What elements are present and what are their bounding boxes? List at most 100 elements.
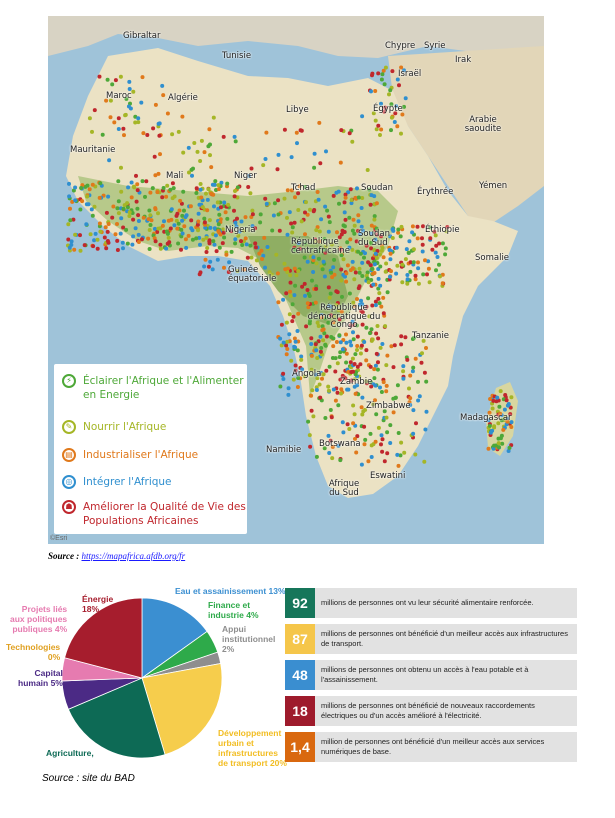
project-dot: [382, 82, 387, 87]
project-dot: [314, 348, 319, 353]
project-dot: [383, 269, 388, 274]
project-dot: [293, 368, 298, 373]
project-dot: [440, 241, 445, 246]
project-dot: [153, 102, 158, 107]
project-dot: [118, 231, 123, 236]
pie-label-line: Technologies: [6, 642, 61, 652]
legend-item-food: ✎ Nourrir l'Afrique: [62, 420, 248, 434]
project-dot: [232, 208, 236, 213]
project-dot: [134, 173, 138, 178]
project-dot: [170, 132, 175, 137]
project-dot: [208, 153, 212, 158]
project-dot: [297, 247, 302, 251]
project-dot: [323, 244, 328, 249]
project-dot: [146, 236, 151, 241]
project-dot: [98, 229, 103, 234]
project-dot: [317, 120, 322, 125]
project-dot: [374, 331, 379, 336]
project-dot: [293, 195, 297, 200]
people-icon: ☗: [62, 500, 76, 514]
project-dot: [423, 427, 428, 432]
project-dot: [328, 313, 333, 318]
project-dot: [496, 441, 501, 446]
project-dot: [372, 194, 377, 199]
project-dot: [416, 281, 421, 286]
project-dot: [147, 228, 152, 232]
project-dot: [297, 184, 302, 189]
project-dot: [202, 264, 207, 269]
stat-number: 48: [285, 660, 315, 690]
project-dot: [373, 398, 377, 403]
project-dot: [344, 360, 349, 365]
project-dot: [104, 246, 109, 251]
country-label: Chypre: [385, 41, 416, 51]
project-dot: [371, 111, 376, 116]
stat-row: 87 millions de personnes ont bénéficié d'…: [285, 624, 577, 654]
project-dot: [437, 241, 442, 246]
stat-row: 92 millions de personnes ont vu leur sécu…: [285, 588, 577, 618]
project-dot: [72, 247, 77, 252]
project-dot: [379, 101, 383, 106]
project-dot: [140, 237, 144, 242]
project-dot: [151, 126, 156, 131]
project-dot: [399, 334, 404, 339]
project-dot: [407, 239, 412, 244]
project-dot: [267, 270, 272, 275]
project-dot: [338, 160, 343, 165]
project-dot: [278, 336, 283, 341]
project-dot: [131, 217, 136, 222]
project-dot: [226, 202, 231, 207]
project-dot: [379, 433, 384, 438]
project-dot: [505, 419, 510, 424]
project-dot: [487, 423, 492, 428]
project-dot: [202, 150, 207, 155]
project-dot: [84, 202, 89, 207]
project-dot: [249, 255, 254, 260]
project-dot: [434, 243, 439, 248]
project-dot: [291, 377, 296, 382]
project-dot: [335, 390, 340, 395]
project-dot: [318, 334, 323, 339]
project-dot: [365, 168, 370, 172]
project-dot: [374, 255, 379, 260]
project-dot: [378, 345, 383, 350]
project-dot: [327, 451, 332, 455]
project-dot: [354, 239, 359, 244]
project-dot: [113, 232, 118, 237]
project-dot: [240, 243, 245, 247]
project-dot: [135, 182, 140, 187]
project-dot: [327, 220, 332, 225]
project-dot: [194, 236, 199, 241]
project-dot: [260, 257, 264, 261]
stat-text: million de personnes ont bénéficié d'un …: [321, 737, 545, 756]
project-dot: [287, 312, 292, 317]
source-link[interactable]: https://mapafrica.afdb.org/fr: [81, 551, 186, 561]
project-dot: [410, 369, 415, 374]
project-dot: [385, 451, 390, 456]
project-dot: [339, 309, 344, 314]
pie-label-energie: Énergie 18%: [82, 594, 113, 614]
project-dot: [285, 188, 290, 193]
project-dot: [216, 222, 221, 227]
project-dot: [205, 197, 210, 202]
project-dot: [408, 260, 413, 265]
project-dot: [119, 165, 123, 170]
project-dot: [398, 234, 403, 239]
country-label: République centrafricaine: [291, 237, 351, 256]
project-dot: [265, 245, 270, 249]
project-dot: [363, 251, 367, 256]
project-dot: [309, 393, 314, 398]
project-dot: [73, 185, 78, 190]
project-dot: [147, 247, 152, 251]
project-dot: [376, 286, 381, 291]
project-dot: [284, 343, 289, 348]
project-dot: [140, 179, 145, 184]
project-dot: [188, 204, 193, 209]
project-dot: [313, 342, 318, 347]
project-dot: [308, 207, 312, 212]
project-dot: [359, 462, 364, 467]
project-dot: [413, 273, 418, 278]
project-dot: [391, 365, 396, 370]
legend-item-quality: ☗ Améliorer la Qualité de Vie des Popula…: [62, 500, 248, 528]
project-dot: [381, 68, 386, 73]
